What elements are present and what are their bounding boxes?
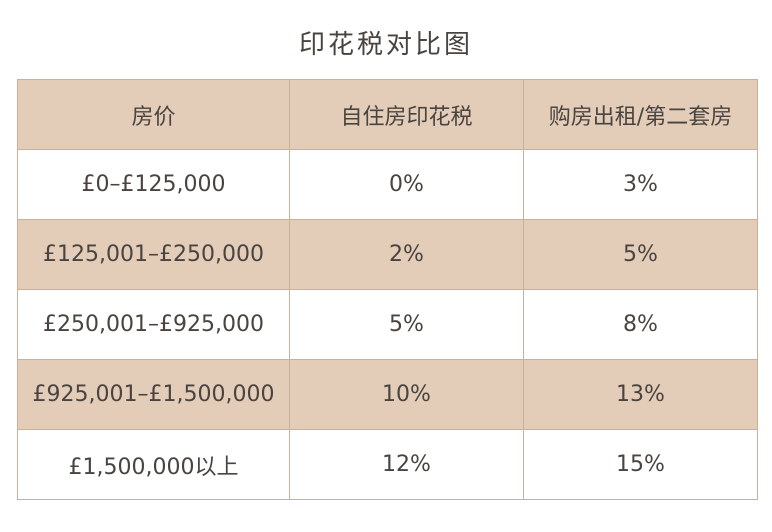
header-price: 房价 xyxy=(17,79,290,150)
second-home-rate-cell: 8% xyxy=(523,289,758,360)
header-row: 房价 自住房印花税 购房出租/第二套房 xyxy=(17,79,758,150)
price-band-cell: £1,500,000以上 xyxy=(17,429,290,500)
table-row: £0–£125,000 0% 3% xyxy=(17,149,758,220)
second-home-rate-cell: 15% xyxy=(523,429,758,500)
price-band-cell: £0–£125,000 xyxy=(17,149,290,220)
owner-rate-cell: 2% xyxy=(289,219,524,290)
owner-rate-cell: 5% xyxy=(289,289,524,360)
table-row: £250,001–£925,000 5% 8% xyxy=(17,289,758,360)
price-band-cell: £925,001–£1,500,000 xyxy=(17,359,290,430)
page-title: 印花税对比图 xyxy=(298,30,473,60)
second-home-rate-cell: 13% xyxy=(523,359,758,430)
owner-rate-cell: 10% xyxy=(289,359,524,430)
price-band-cell: £125,001–£250,000 xyxy=(17,219,290,290)
table-row: £925,001–£1,500,000 10% 13% xyxy=(17,359,758,430)
price-band-cell: £250,001–£925,000 xyxy=(17,289,290,360)
second-home-rate-cell: 5% xyxy=(523,219,758,290)
header-owner-occupied-tax: 自住房印花税 xyxy=(289,79,524,150)
second-home-rate-cell: 3% xyxy=(523,149,758,220)
owner-rate-cell: 12% xyxy=(289,429,524,500)
table-row: £1,500,000以上 12% 15% xyxy=(17,429,758,500)
owner-rate-cell: 0% xyxy=(289,149,524,220)
table-row: £125,001–£250,000 2% 5% xyxy=(17,219,758,290)
header-rental-second-home-tax: 购房出租/第二套房 xyxy=(523,79,758,150)
stamp-duty-table: 房价 自住房印花税 购房出租/第二套房 £0–£125,000 0% 3% £1… xyxy=(17,79,758,500)
